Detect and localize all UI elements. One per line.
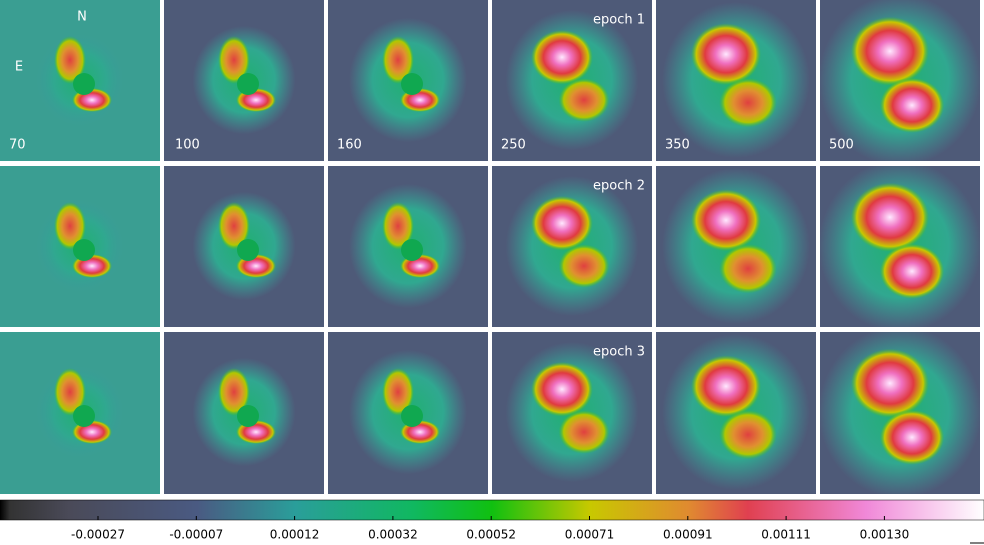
panel [656,332,816,494]
emission [690,189,762,252]
mask-disc [73,405,95,427]
emission [879,409,945,465]
panel [164,332,324,494]
mask-disc [401,239,423,261]
mask-disc [73,239,95,261]
panel [820,166,980,327]
emission [531,195,593,251]
mask-disc [237,73,259,95]
emission [850,348,930,418]
emission [850,182,930,252]
colorbar-tick-label: 0.00012 [270,528,320,542]
emission [531,29,593,85]
column-label: 250 [501,138,526,153]
emission [531,361,593,417]
emission [719,409,777,460]
colorbar-tick-label: 0.00032 [368,528,418,542]
panel [656,0,816,161]
panel [492,332,652,494]
emission [218,202,250,250]
north-label: N [77,10,87,25]
emission [218,368,250,416]
colorbar-tick-label: 0.00130 [860,528,910,542]
epoch-label: epoch 3 [593,345,645,360]
column-label: 100 [175,138,200,153]
colorbar-tick-label: 0.00091 [663,528,713,542]
emission [382,368,414,416]
panel [0,0,160,161]
panel [328,0,488,161]
emission [850,16,930,86]
mask-disc [237,405,259,427]
emission [218,36,250,84]
column-label: 350 [665,138,690,153]
emission [558,78,610,122]
emission [54,36,86,84]
emission [558,244,610,288]
column-label: 160 [337,138,362,153]
east-label: E [15,60,23,75]
panel [820,332,980,494]
mask-disc [401,405,423,427]
panel [164,0,324,161]
panel [328,166,488,327]
panel [492,166,652,327]
emission [558,410,610,454]
emission [382,202,414,250]
panel [492,0,652,161]
panel [656,166,816,327]
colorbar-tick-label: -0.00007 [169,528,223,542]
colorbar [0,499,984,521]
epoch-label: epoch 2 [593,179,645,194]
emission [54,202,86,250]
emission [690,23,762,86]
emission [879,243,945,299]
emission [690,355,762,418]
panel-grid [0,0,980,494]
mask-disc [401,73,423,95]
emission [719,243,777,294]
panel [164,166,324,327]
mask-disc [237,239,259,261]
emission [879,77,945,133]
emission [382,36,414,84]
panel [820,0,980,161]
colorbar-tick-label: 0.00071 [565,528,615,542]
colorbar-tick-label: 0.00111 [761,528,811,542]
colorbar-tick-label: -0.00027 [71,528,125,542]
emission [54,368,86,416]
emission [719,77,777,128]
panel [328,332,488,494]
column-label: 70 [9,138,26,153]
panel [0,166,160,327]
column-label: 500 [829,138,854,153]
colorbar-tick-label: 0.00052 [466,528,516,542]
epoch-label: epoch 1 [593,13,645,28]
panel [0,332,160,494]
mask-disc [73,73,95,95]
